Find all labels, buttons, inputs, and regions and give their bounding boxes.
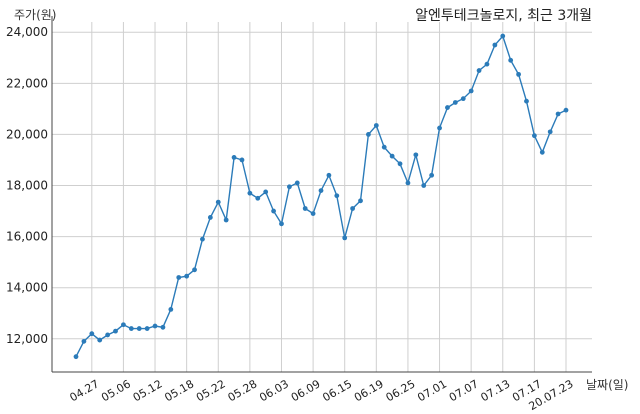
data-point [342, 235, 348, 241]
data-point [405, 180, 411, 186]
data-point [310, 211, 316, 217]
x-tick-label: 04.27 [68, 377, 102, 404]
data-point [413, 152, 419, 158]
y-tick-label: 18,000 [6, 179, 48, 193]
data-point [524, 98, 529, 104]
data-point [421, 183, 427, 188]
data-point [239, 157, 245, 163]
data-point [279, 221, 284, 227]
data-point [184, 273, 190, 279]
data-point [452, 100, 458, 105]
data-point [326, 172, 332, 178]
x-tick-label: 07.01 [415, 377, 449, 404]
y-tick-label: 24,000 [6, 25, 48, 39]
data-point [358, 198, 363, 204]
data-point [294, 180, 300, 186]
data-point [73, 354, 79, 360]
y-tick-labels: 12,000 14,000 16,000 18,000 20,000 22,000 24,0… [6, 25, 48, 346]
data-point [271, 208, 276, 214]
x-tick-label: 05.06 [99, 377, 133, 404]
data-point [437, 125, 442, 131]
x-tick-label: 06.15 [320, 377, 354, 404]
data-point [89, 331, 95, 337]
x-tick-label: 07.07 [447, 377, 481, 404]
data-point [247, 190, 253, 196]
data-point [389, 153, 395, 159]
data-point [231, 155, 237, 160]
data-point [492, 42, 498, 48]
data-point [200, 236, 205, 242]
data-point [113, 328, 118, 334]
y-tick-label: 14,000 [6, 281, 48, 295]
data-point [207, 215, 213, 220]
data-point [215, 199, 221, 205]
data-point [555, 111, 561, 117]
data-point [476, 68, 482, 73]
x-tick-label: 07.13 [478, 377, 512, 404]
data-point [318, 188, 324, 194]
grid [52, 22, 592, 372]
data-point [263, 189, 269, 195]
x-tick-label: 05.12 [131, 377, 165, 404]
data-point [373, 123, 379, 128]
data-point [97, 337, 103, 343]
x-tick-label: 05.22 [194, 377, 228, 404]
data-point [302, 206, 308, 211]
x-tick-label: 05.18 [162, 377, 196, 404]
data-point [445, 105, 450, 110]
axes [51, 16, 592, 373]
chart-title: 알엔투테크놀로지, 최근 3개월 [415, 8, 592, 24]
data-point [223, 217, 229, 223]
data-point [397, 161, 403, 167]
data-point [381, 144, 387, 150]
data-point [128, 326, 134, 331]
data-point [176, 275, 182, 280]
data-point [516, 71, 521, 77]
data-point [531, 133, 537, 139]
data-point [136, 326, 142, 331]
data-point [255, 195, 261, 201]
x-tick-labels: 04.2705.0605.1205.1805.2205.2806.0306.09… [68, 377, 576, 413]
data-point [539, 149, 545, 155]
data-point [468, 88, 474, 94]
data-point [508, 57, 514, 63]
y-tick-label: 20,000 [6, 127, 48, 141]
data-point [460, 96, 466, 102]
data-point [121, 322, 126, 328]
data-point [144, 326, 150, 331]
data-point [500, 33, 506, 39]
data-point [81, 338, 87, 344]
data-point [168, 307, 174, 312]
data-point [160, 324, 166, 330]
y-tick-label: 16,000 [6, 230, 48, 244]
data-point [547, 129, 553, 135]
data-point [429, 172, 435, 178]
x-tick-label: 06.09 [289, 377, 323, 404]
data-point [350, 206, 356, 211]
y-tick-label: 12,000 [6, 332, 48, 346]
data-point [563, 107, 569, 113]
data-point [366, 132, 371, 137]
data-point [334, 193, 340, 199]
data-point [192, 267, 197, 273]
y-axis-unit-label: 주가(원) [14, 8, 57, 22]
data-point [286, 184, 292, 190]
y-tick-label: 22,000 [6, 76, 48, 90]
x-tick-label: 05.28 [226, 377, 260, 404]
x-tick-label: 06.03 [257, 377, 291, 404]
series-line [75, 34, 567, 358]
data-point [152, 323, 158, 329]
x-tick-label: 06.19 [352, 377, 386, 404]
series-group [73, 33, 569, 360]
x-axis-unit-label: 날짜(일) [586, 378, 629, 392]
data-point [484, 61, 490, 67]
x-tick-label: 06.25 [384, 377, 418, 404]
data-point [105, 332, 111, 338]
